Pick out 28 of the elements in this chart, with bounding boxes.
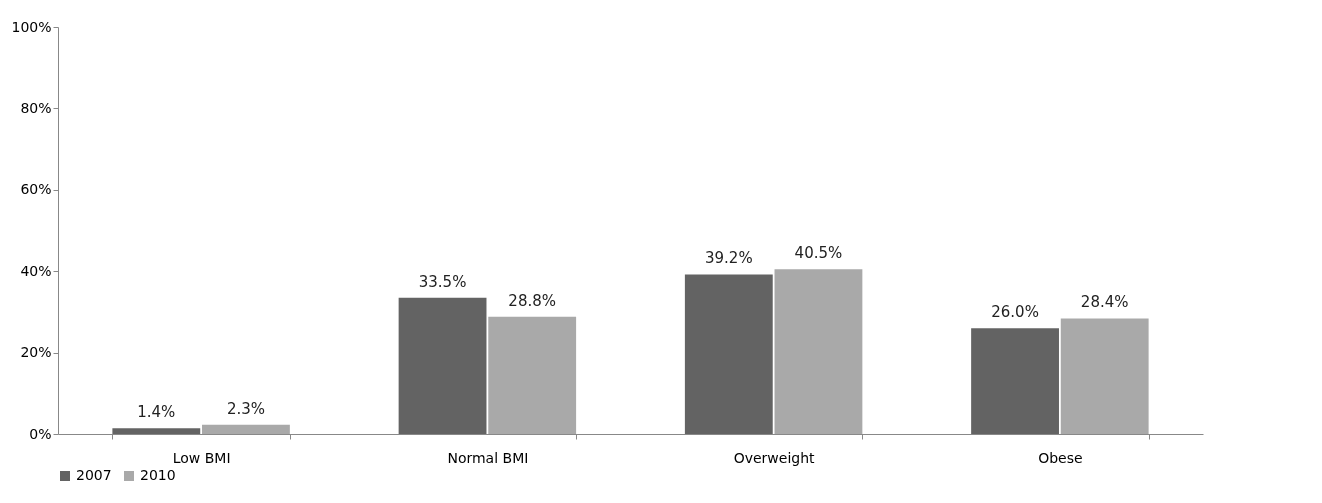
- data-label: 28.4%: [1080, 293, 1129, 312]
- legend-label: 2010: [140, 467, 176, 483]
- y-tick-label: 40%: [20, 262, 52, 279]
- data-label: 1.4%: [137, 403, 176, 422]
- y-tick-label: 60%: [20, 181, 52, 198]
- y-tick-label: 0%: [29, 425, 52, 442]
- bar: [1060, 318, 1149, 434]
- y-tick-label: 20%: [20, 344, 52, 361]
- data-label: 33.5%: [418, 272, 467, 291]
- data-label: 2.3%: [226, 399, 265, 418]
- bar: [398, 297, 487, 434]
- x-tick-label: Normal BMI: [447, 449, 529, 466]
- data-label: 39.2%: [704, 249, 753, 268]
- bar: [112, 428, 201, 434]
- bar: [971, 328, 1059, 434]
- legend-label: 2007: [76, 467, 112, 483]
- bar: [774, 269, 863, 434]
- x-tick-label: Overweight: [733, 449, 816, 466]
- data-label: 28.8%: [508, 291, 557, 310]
- data-label: 40.5%: [794, 244, 843, 263]
- data-label: 26.0%: [991, 303, 1039, 322]
- bar: [488, 316, 577, 434]
- y-tick-label: 100%: [11, 18, 52, 35]
- y-tick-label: 80%: [20, 99, 52, 116]
- bar: [684, 274, 773, 434]
- x-tick-label: Low BMI: [172, 449, 231, 466]
- bar: [202, 424, 290, 434]
- x-tick-label: Obese: [1038, 449, 1083, 466]
